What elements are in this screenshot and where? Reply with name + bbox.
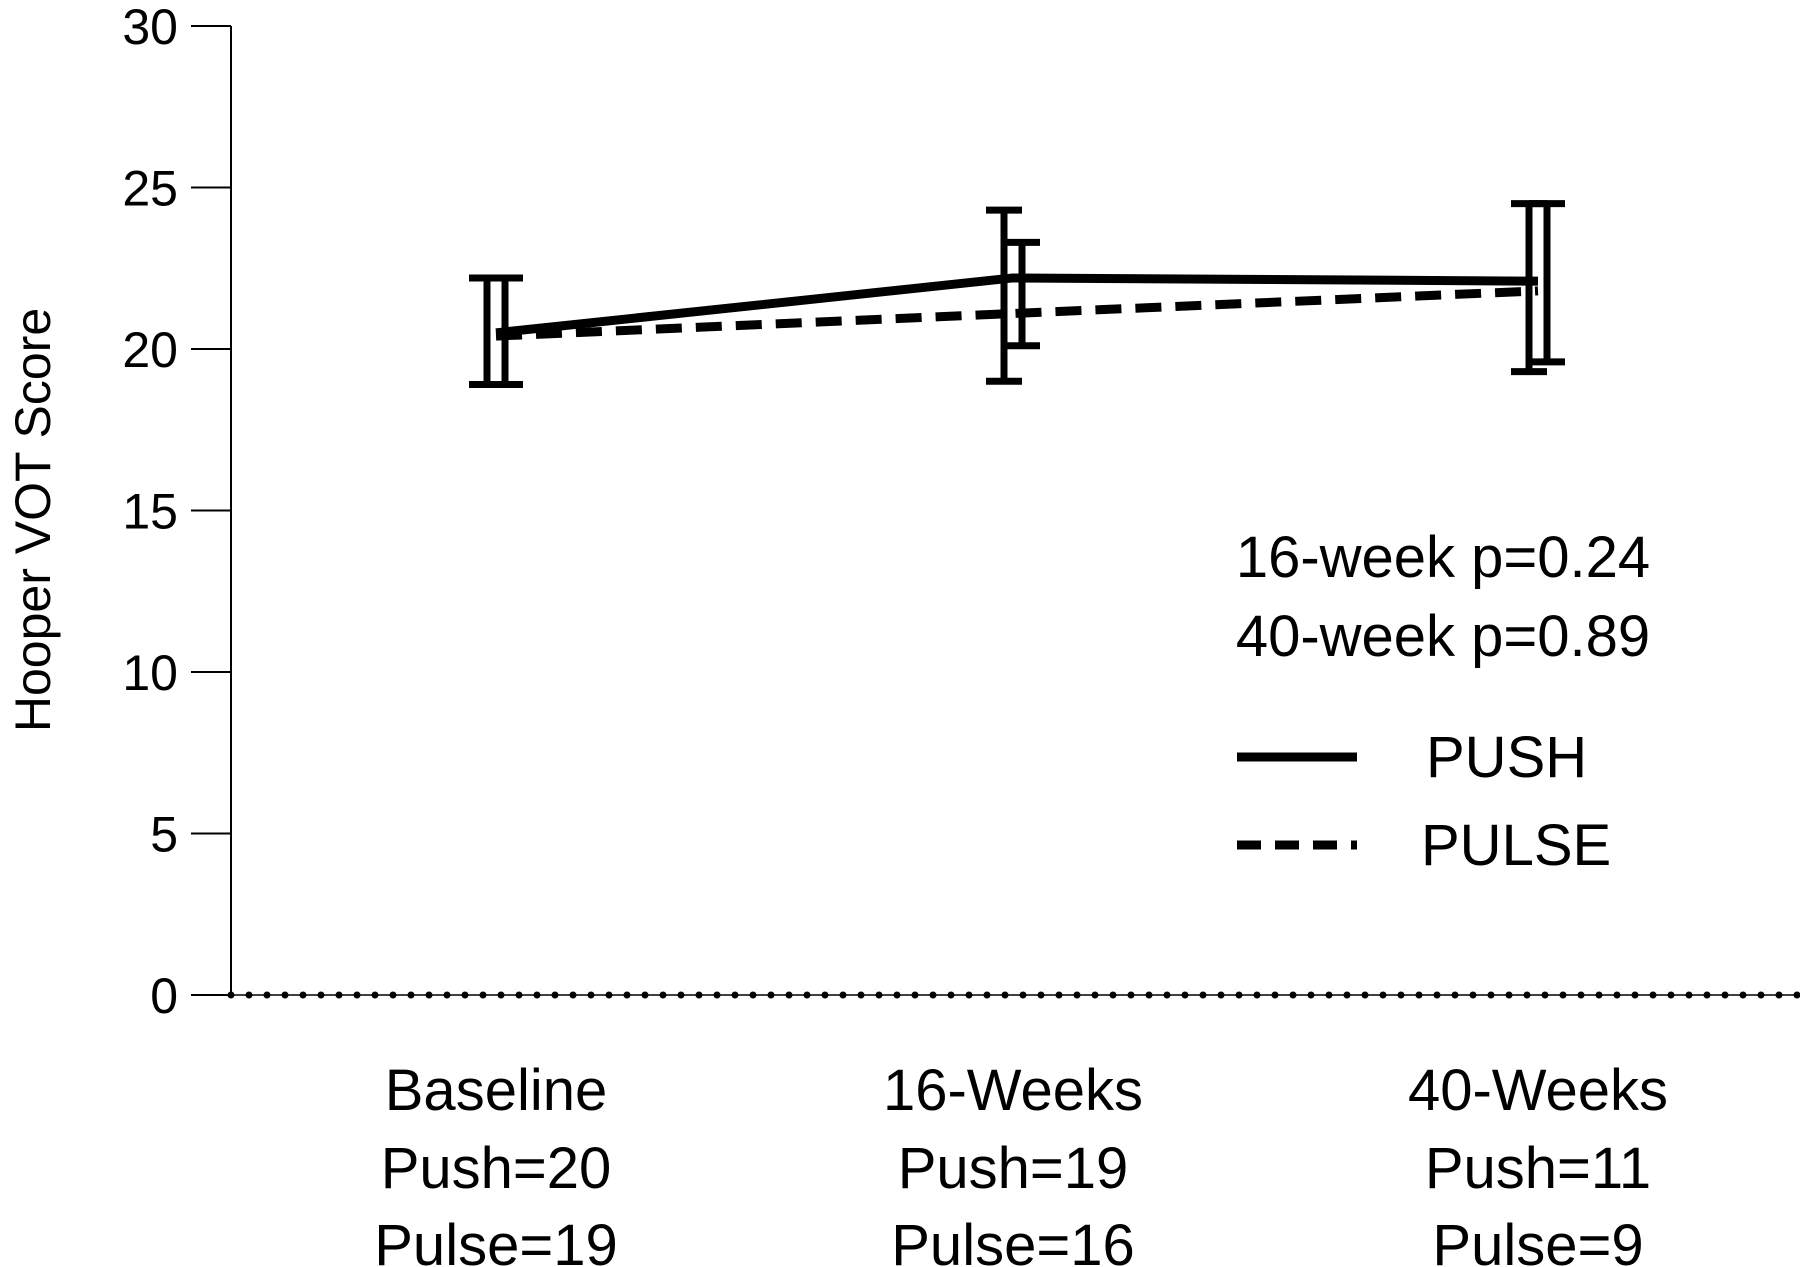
x-axis-categories: Baseline Push=20 Pulse=19 16-Weeks Push=19 Pu… xyxy=(374,1058,1668,1267)
x-category-label-1-line-0: 16-Weeks xyxy=(883,1058,1143,1123)
series-line-pulse xyxy=(495,286,1539,341)
x-category-label-0-line-1: Push=20 xyxy=(381,1136,612,1201)
legend: PUSH PULSE xyxy=(1237,725,1611,878)
x-category-label-0-line-2: Pulse=19 xyxy=(374,1213,617,1267)
x-category-label-2-line-2: Pulse=9 xyxy=(1432,1213,1643,1267)
y-tick-label-10: 10 xyxy=(122,645,178,701)
y-tick-label-20: 20 xyxy=(122,322,178,378)
y-axis-ticks: 0 5 10 15 20 25 30 xyxy=(122,0,231,1024)
legend-label-push: PUSH xyxy=(1426,725,1587,790)
y-tick-label-0: 0 xyxy=(150,968,178,1024)
annotation-16-week: 16-week p=0.24 xyxy=(1236,525,1650,590)
x-category-label-1-line-2: Pulse=16 xyxy=(891,1213,1134,1267)
annotation-40-week: 40-week p=0.89 xyxy=(1236,604,1650,669)
series-line-push xyxy=(495,273,1539,338)
y-tick-label-15: 15 xyxy=(122,484,178,540)
annotations: 16-week p=0.24 40-week p=0.89 xyxy=(1236,525,1650,669)
x-category-label-1-line-1: Push=19 xyxy=(898,1136,1129,1201)
y-tick-label-5: 5 xyxy=(150,807,178,863)
x-category-label-2-line-1: Push=11 xyxy=(1425,1136,1651,1201)
y-axis-label: Hooper VOT Score xyxy=(5,308,61,732)
series-lines xyxy=(495,273,1539,341)
x-category-label-0-line-0: Baseline xyxy=(385,1058,607,1123)
legend-label-pulse: PULSE xyxy=(1421,813,1611,878)
y-tick-label-25: 25 xyxy=(122,161,178,217)
error-bars xyxy=(469,200,1565,389)
x-category-label-2-line-0: 40-Weeks xyxy=(1408,1058,1668,1123)
y-tick-label-30: 30 xyxy=(122,0,178,55)
